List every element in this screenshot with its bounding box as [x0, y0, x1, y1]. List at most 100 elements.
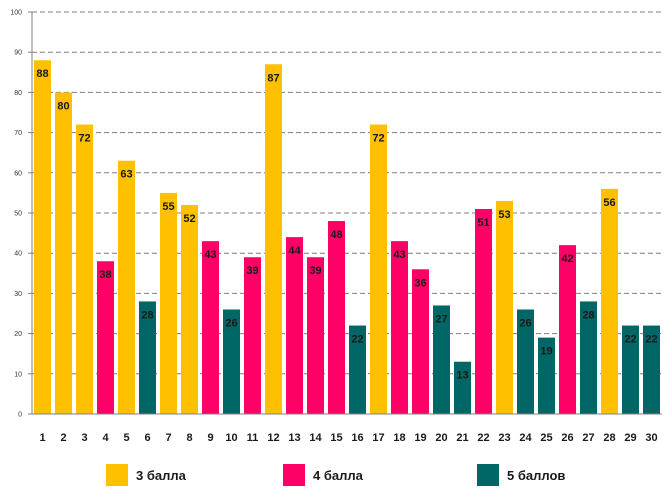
- bar: [34, 60, 51, 415]
- bar: [307, 257, 324, 414]
- x-tick-label: 29: [624, 432, 636, 444]
- bar: [286, 237, 303, 414]
- x-tick-label: 27: [582, 432, 594, 444]
- data-label: 55: [162, 201, 174, 213]
- bar: [97, 261, 114, 414]
- bar: [160, 192, 177, 414]
- data-label: 22: [645, 334, 657, 346]
- data-label: 36: [414, 277, 426, 289]
- data-label: 80: [57, 100, 69, 112]
- data-label: 72: [78, 133, 90, 145]
- legend-label-5: 5 баллов: [507, 467, 566, 483]
- data-label: 56: [603, 197, 615, 209]
- x-tick-label: 14: [309, 432, 322, 444]
- y-tick-label: 30: [14, 291, 22, 298]
- y-tick-label: 0: [18, 412, 22, 419]
- data-label: 48: [330, 229, 342, 241]
- bars: [34, 60, 660, 415]
- data-label: 52: [183, 213, 195, 225]
- bar: [433, 305, 450, 414]
- y-tick-label: 60: [14, 170, 22, 177]
- bar: [559, 245, 576, 414]
- x-tick-label: 30: [645, 432, 657, 444]
- bar: [412, 269, 429, 414]
- bar: [601, 188, 618, 414]
- legend-item-5: 5 баллов: [477, 462, 565, 488]
- bar: [496, 200, 513, 414]
- legend-item-3: 3 балла: [106, 462, 186, 488]
- x-tick-label: 23: [498, 432, 510, 444]
- y-tick-label: 80: [14, 90, 22, 97]
- bar: [454, 361, 471, 414]
- data-labels: 88 80 72 38 63 28 55 52 43 26 39 87 44 39 48 22 72 43 36 27…: [36, 68, 657, 382]
- x-tick-label: 25: [540, 432, 552, 444]
- bar: [475, 208, 492, 414]
- x-tick-label: 15: [330, 432, 342, 444]
- bar: [328, 221, 345, 414]
- legend-label-4: 4 балла: [313, 467, 363, 483]
- bar: [55, 92, 72, 415]
- data-label: 22: [624, 334, 636, 346]
- data-label: 28: [141, 309, 153, 321]
- bar: [244, 257, 261, 414]
- y-tick-label: 90: [14, 50, 22, 57]
- bar: [139, 301, 156, 414]
- y-tick-label: 10: [14, 371, 22, 378]
- x-tick-label: 3: [81, 432, 87, 444]
- data-label: 51: [477, 217, 489, 229]
- data-label: 87: [267, 72, 279, 84]
- x-tick-label: 28: [603, 432, 615, 444]
- legend-swatch-4: [283, 464, 305, 486]
- data-label: 63: [120, 169, 132, 181]
- bar: [118, 160, 135, 414]
- bar: [181, 204, 198, 414]
- data-label: 42: [561, 253, 573, 265]
- data-label: 13: [456, 370, 468, 382]
- x-tick-label: 16: [351, 432, 363, 444]
- data-label: 39: [309, 265, 321, 277]
- x-tick-label: 2: [60, 432, 66, 444]
- x-tick-label: 8: [186, 432, 192, 444]
- bar: [643, 325, 660, 414]
- data-label: 38: [99, 269, 111, 281]
- data-label: 43: [393, 249, 405, 261]
- x-tick-label: 13: [288, 432, 300, 444]
- bar: [202, 241, 219, 414]
- y-tick-label: 20: [14, 331, 22, 338]
- x-tick-label: 9: [207, 432, 213, 444]
- bar: [622, 325, 639, 414]
- x-tick-label: 21: [456, 432, 468, 444]
- data-label: 22: [351, 334, 363, 346]
- x-tick-label: 4: [102, 432, 109, 444]
- data-label: 28: [582, 309, 594, 321]
- data-label: 26: [519, 317, 531, 329]
- bar: [517, 309, 534, 414]
- y-tick-label: 70: [14, 130, 22, 137]
- bar: [265, 64, 282, 414]
- x-tick-label: 1: [39, 432, 45, 444]
- x-tick-label: 5: [123, 432, 129, 444]
- x-tick-label: 26: [561, 432, 573, 444]
- data-label: 19: [540, 346, 552, 358]
- bar: [223, 309, 240, 414]
- bar: [76, 124, 93, 414]
- x-tick-label: 12: [267, 432, 279, 444]
- data-label: 88: [36, 68, 48, 80]
- y-tick-label: 50: [14, 211, 22, 218]
- x-tick-label: 22: [477, 432, 489, 444]
- bar: [538, 337, 555, 414]
- data-label: 27: [435, 313, 447, 325]
- legend-item-4: 4 балла: [283, 462, 363, 488]
- data-label: 53: [498, 209, 510, 221]
- legend-swatch-3: [106, 464, 128, 486]
- bar: [370, 124, 387, 414]
- x-tick-label: 7: [165, 432, 171, 444]
- data-label: 26: [225, 317, 237, 329]
- x-tick-label: 19: [414, 432, 426, 444]
- x-tick-label: 20: [435, 432, 447, 444]
- legend-swatch-5: [477, 464, 499, 486]
- x-tick-label: 6: [144, 432, 150, 444]
- bar: [349, 325, 366, 414]
- data-label: 43: [204, 249, 216, 261]
